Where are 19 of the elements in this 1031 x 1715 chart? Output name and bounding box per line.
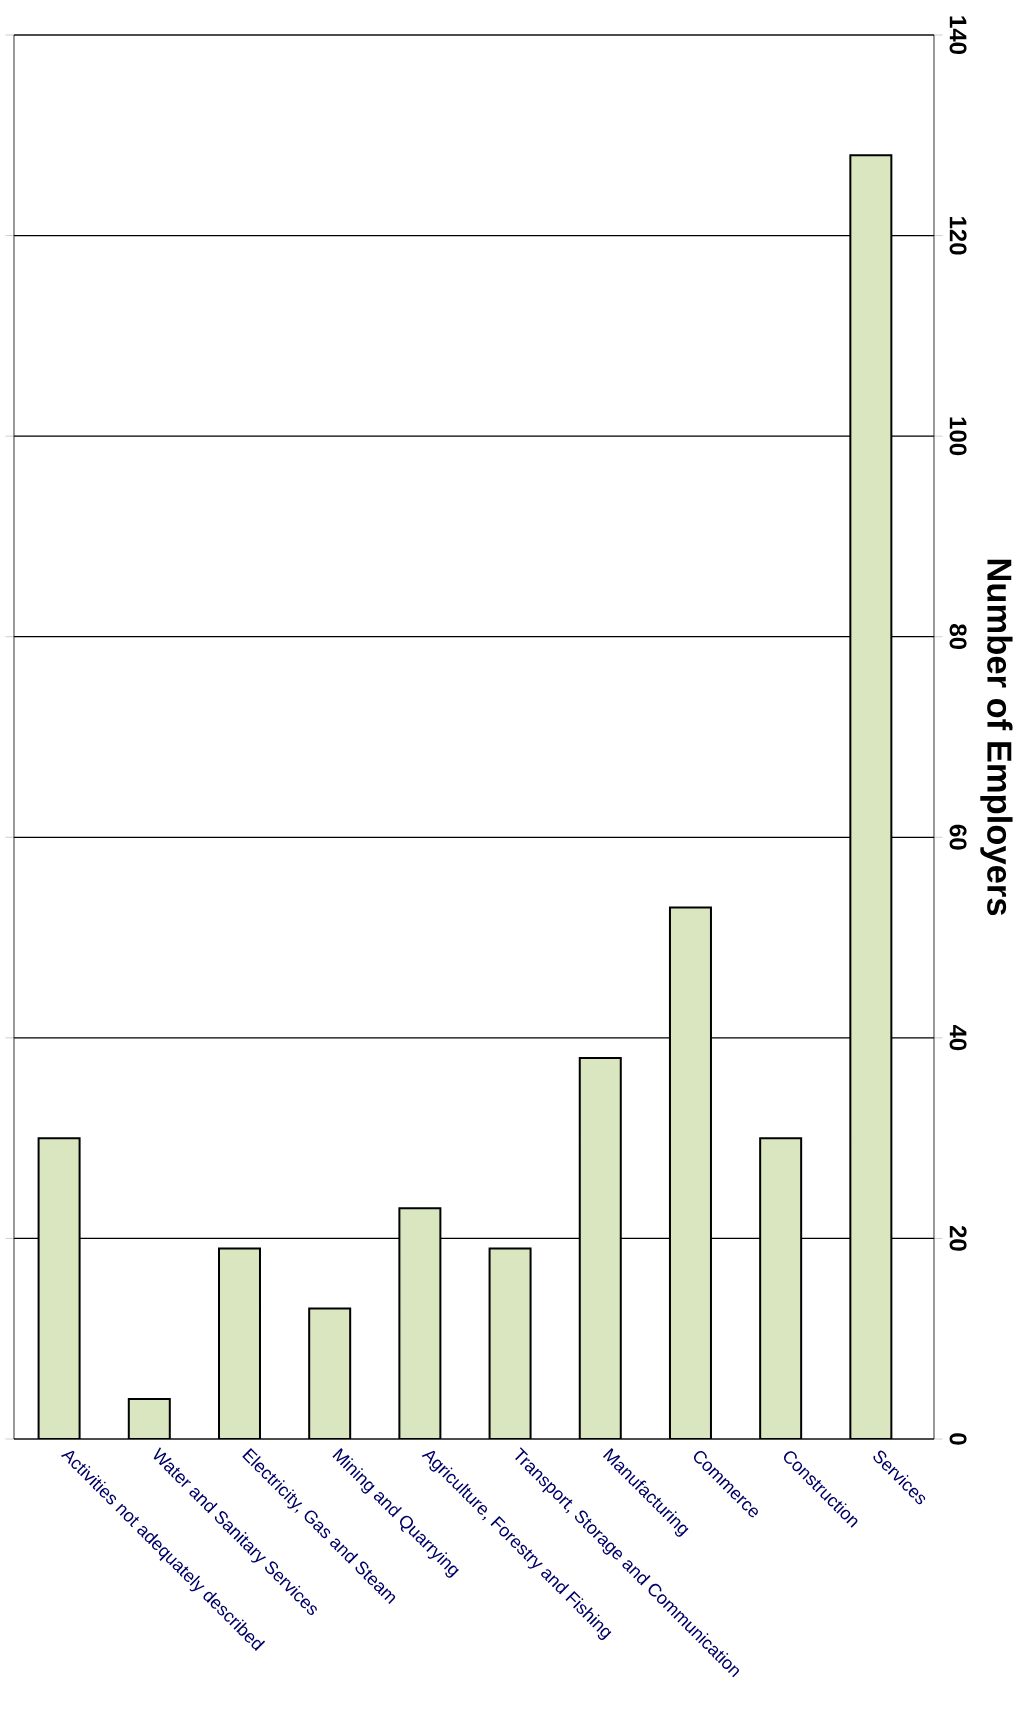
y-tick-label: 0 xyxy=(949,1433,967,1445)
y-tick-label: 80 xyxy=(949,624,967,650)
bar xyxy=(398,1207,442,1439)
y-tick-label: 120 xyxy=(949,217,967,255)
bar xyxy=(759,1137,803,1439)
bar xyxy=(578,1056,622,1439)
y-tick-label: 140 xyxy=(949,16,967,55)
bar xyxy=(308,1307,352,1439)
bar xyxy=(127,1397,171,1439)
bar xyxy=(488,1247,532,1439)
bar xyxy=(217,1247,261,1439)
y-axis-title: Number of Employers xyxy=(980,559,1013,916)
bar xyxy=(668,906,712,1439)
y-tick-label: 60 xyxy=(949,824,967,850)
bar xyxy=(849,154,893,1439)
bar xyxy=(37,1137,81,1439)
y-tick-label: 20 xyxy=(949,1225,967,1251)
y-tick-label: 100 xyxy=(949,417,967,456)
y-tick-label: 40 xyxy=(949,1024,967,1051)
